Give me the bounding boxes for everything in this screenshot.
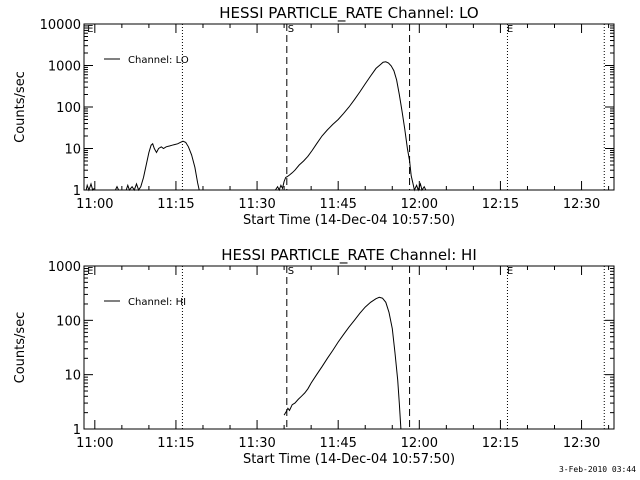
x-tick-label: 12:30 xyxy=(563,197,600,212)
y-tick-label: 1 xyxy=(73,184,81,199)
x-tick-label: 11:15 xyxy=(157,436,194,451)
chart-panel-1: HESSI PARTICLE_RATE Channel: LO 1 10 100 100… xyxy=(13,4,615,228)
series-1 xyxy=(85,61,427,192)
x-tick-label: 12:30 xyxy=(563,436,600,451)
series-line-segment xyxy=(274,61,427,192)
x-tick-label: 12:15 xyxy=(482,436,519,451)
event-marker: E xyxy=(87,266,93,277)
x-tick-label: 11:30 xyxy=(238,436,275,451)
series-line-segment xyxy=(85,182,95,192)
y-tick-label: 10000 xyxy=(40,18,81,33)
series-line-segment xyxy=(114,140,200,192)
y-tick-label: 100 xyxy=(56,314,81,329)
x-tick-label: 11:00 xyxy=(76,197,113,212)
event-marker: S xyxy=(288,266,294,277)
y-axis-label: Counts/sec xyxy=(13,71,28,143)
x-tick-label: 11:30 xyxy=(238,197,275,212)
y-tick-label: 10 xyxy=(64,369,81,384)
chart-title: HESSI PARTICLE_RATE Channel: LO xyxy=(219,4,478,23)
chart-panel-2: HESSI PARTICLE_RATE Channel: HI 1 10 100 100… xyxy=(13,246,615,467)
y-tick-label: 1000 xyxy=(48,260,81,275)
x-axis-label: Start Time (14-Dec-04 10:57:50) xyxy=(243,213,455,228)
series-1 xyxy=(283,296,402,430)
legend-label: Channel: LO xyxy=(128,55,189,66)
x-tick-label: 11:00 xyxy=(76,436,113,451)
x-tick-label: 12:00 xyxy=(401,197,438,212)
y-axis-label: Counts/sec xyxy=(13,312,28,384)
y-tick-label: 1 xyxy=(73,423,81,438)
y-tick-label: 1000 xyxy=(48,60,81,75)
chart-title: HESSI PARTICLE_RATE Channel: HI xyxy=(221,246,477,265)
x-tick-label: 11:15 xyxy=(157,197,194,212)
event-marker: E xyxy=(87,24,93,35)
plot-frame xyxy=(83,265,615,430)
y-tick-label: 100 xyxy=(56,101,81,116)
x-tick-label: 11:45 xyxy=(319,197,356,212)
event-marker: E xyxy=(507,24,513,35)
x-tick-label: 11:45 xyxy=(319,436,356,451)
legend-label: Channel: HI xyxy=(128,297,186,308)
x-tick-label: 12:00 xyxy=(401,436,438,451)
event-marker: S xyxy=(288,24,294,35)
y-tick-label: 10 xyxy=(64,143,81,158)
series-line-segment xyxy=(283,296,402,430)
x-axis-label: Start Time (14-Dec-04 10:57:50) xyxy=(243,452,455,467)
timestamp: 3-Feb-2010 03:44 xyxy=(558,465,636,474)
x-tick-label: 12:15 xyxy=(482,197,519,212)
event-marker: E xyxy=(507,266,513,277)
